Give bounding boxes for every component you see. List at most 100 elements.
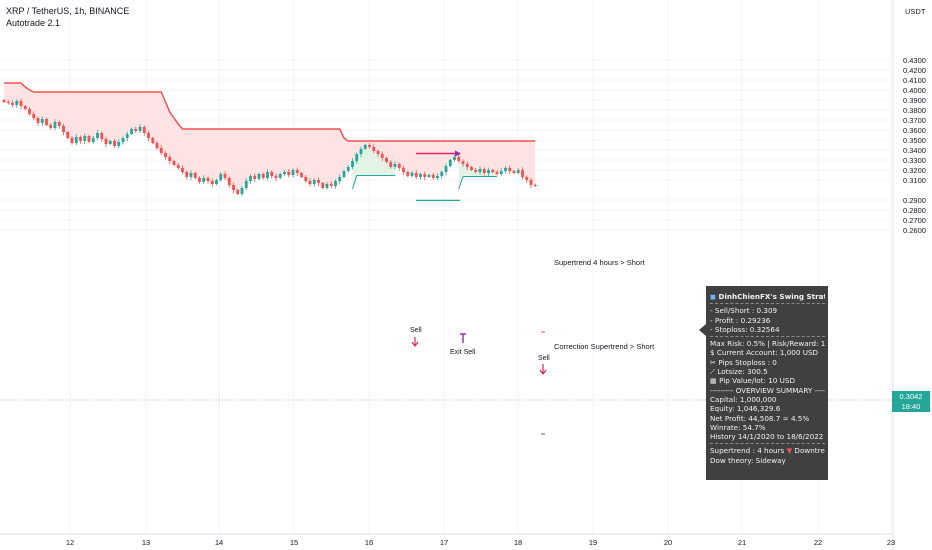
candle-body	[96, 133, 99, 138]
x-tick-label: 13	[142, 538, 150, 547]
y-tick-label: 0.4100	[903, 76, 926, 85]
candle-body	[270, 172, 274, 176]
supertrend-line	[4, 82, 536, 142]
symbol-title[interactable]: XRP / TetherUS, 1h, BINANCE	[6, 6, 130, 16]
candle-body	[70, 138, 74, 143]
candle-body	[436, 176, 439, 178]
candle-body	[189, 173, 193, 177]
tooltip-winrate: Winrate: 54.7%	[710, 422, 766, 432]
candle-body	[6, 102, 10, 103]
tooltip-dow: Dow theory: Sideway	[710, 455, 786, 465]
candle-body	[278, 174, 282, 178]
candle-body	[487, 170, 490, 173]
candle-body	[23, 106, 27, 109]
candle-body	[130, 129, 133, 134]
candle-body	[410, 173, 414, 176]
candle-body	[181, 168, 184, 172]
candle-body	[91, 138, 95, 142]
candle-body	[287, 172, 291, 175]
candle-body	[402, 168, 405, 172]
y-tick-label: 0.3100	[903, 176, 926, 185]
candle-body	[274, 176, 278, 178]
correction-supertrend-line	[458, 176, 497, 190]
candle-body	[427, 175, 431, 177]
candle-body	[100, 133, 104, 139]
x-tick-label: 12	[66, 538, 74, 547]
tooltip-lotsize-row: ⟋ Lotsize: 300.5	[710, 367, 825, 376]
candle-body	[312, 180, 316, 184]
candle-body	[142, 127, 146, 133]
candle-body	[57, 122, 61, 126]
tooltip-pipvalue-row: ▦ Pip Value/lot: 10 USD	[710, 376, 825, 385]
candle-body	[499, 171, 503, 174]
candle-body	[83, 136, 87, 141]
tooltip-supertrend: Supertrend : 4 hours	[710, 446, 785, 456]
y-tick-label: 0.3400	[903, 146, 926, 155]
candle-body	[125, 134, 129, 138]
y-axis[interactable]: 0.43000.42000.41000.40000.39000.38000.37…	[892, 0, 926, 550]
candle-body	[334, 181, 337, 186]
candle-body	[2, 100, 6, 102]
candle-body	[215, 180, 218, 184]
x-tick-label: 17	[440, 538, 448, 547]
tooltip-supertrend-row: Supertrend : 4 hours ▼ Downtrend	[710, 446, 825, 455]
candle-body	[198, 178, 201, 182]
indicator-title[interactable]: Autotrade 2.1	[6, 18, 61, 28]
bar-countdown: 18:40	[901, 402, 921, 411]
candle-body	[193, 173, 197, 178]
tooltip-capital: Capital: 1,000,000	[710, 394, 777, 404]
candle-body	[440, 172, 444, 176]
candle-body	[529, 180, 533, 185]
y-tick-label: 0.2600	[903, 226, 926, 235]
candle-body	[104, 139, 108, 144]
candle-body	[210, 181, 214, 184]
candle-body	[300, 173, 303, 177]
currency-label: USDT	[905, 7, 926, 16]
candle-body	[325, 184, 329, 188]
candle-body	[138, 127, 142, 131]
candle-body	[351, 161, 354, 167]
candle-body	[491, 170, 495, 172]
x-tick-label: 19	[589, 538, 597, 547]
y-tick-label: 0.3800	[903, 106, 926, 115]
candle-body	[359, 149, 363, 154]
candle-body	[113, 141, 116, 146]
candle-body	[283, 172, 286, 174]
separator	[710, 303, 825, 305]
tooltip-equity: Equity: 1,046,329.6	[710, 404, 781, 414]
tooltip-overview: --------- OVERVIEW SUMMARY ---------	[710, 385, 825, 395]
y-tick-label: 0.4200	[903, 66, 926, 75]
candle-body	[236, 190, 240, 194]
candle-body	[134, 129, 138, 131]
candle-body	[482, 169, 486, 173]
candle-body	[346, 167, 350, 171]
tooltip-profit: - Profit : 0.29236	[710, 315, 771, 325]
y-tick-label: 0.3200	[903, 166, 926, 175]
candle-body	[227, 178, 231, 185]
x-tick-label: 21	[738, 538, 746, 547]
candle-body	[448, 160, 452, 166]
candle-body	[457, 157, 461, 161]
x-tick-label: 18	[514, 538, 522, 547]
candle-body	[329, 184, 333, 186]
y-tick-label: 0.3300	[903, 156, 926, 165]
candle-body	[368, 145, 371, 147]
bookmark-icon: ◼	[710, 292, 716, 301]
candle-body	[206, 178, 210, 181]
correction-supertrend-label: Correction Supertrend > Short	[554, 342, 655, 351]
tooltip-account: $ Current Account: 1,000 USD	[710, 348, 819, 358]
supertrend-label: Supertrend 4 hours > Short	[554, 258, 646, 267]
candle-body	[291, 170, 295, 175]
tooltip-pips-row: ✂ Pips Stoploss : 0	[710, 358, 825, 367]
candle-body	[185, 172, 189, 177]
candles	[2, 98, 537, 196]
candle-body	[249, 176, 252, 181]
candle-body	[49, 125, 53, 128]
x-axis[interactable]: 12 13 14 15 16 17 18 19 20 21 22 23	[0, 533, 895, 547]
x-tick-label: 16	[365, 538, 373, 547]
candle-body	[431, 175, 435, 178]
correction-green-fill	[458, 161, 497, 189]
exit-mark	[460, 333, 466, 343]
candle-body	[423, 174, 427, 177]
